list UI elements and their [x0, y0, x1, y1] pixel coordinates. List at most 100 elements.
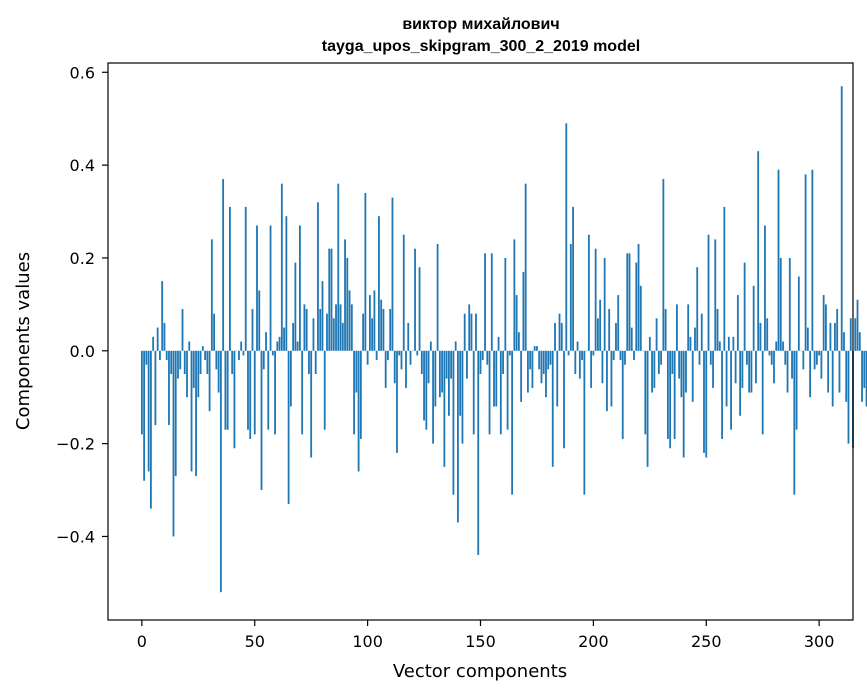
bar-49 [251, 309, 254, 351]
bar-253 [712, 350, 714, 388]
bar-205 [603, 257, 606, 351]
bar-25 [197, 350, 200, 398]
bar-31 [210, 239, 213, 351]
bar-298 [813, 350, 816, 370]
bar-207 [608, 309, 611, 351]
bar-67 [292, 322, 295, 351]
bar-192 [574, 350, 577, 374]
bar-216 [628, 253, 631, 351]
bar-95 [355, 350, 358, 393]
bar-196 [583, 350, 586, 495]
bar-190 [569, 244, 572, 351]
bar-137 [450, 350, 453, 379]
bar-80 [321, 281, 324, 351]
bar-65 [287, 350, 290, 504]
bar-300 [818, 350, 821, 356]
bar-150 [479, 350, 482, 374]
bar-308 [836, 309, 839, 351]
bar-106 [380, 299, 383, 351]
bar-294 [804, 174, 807, 351]
bar-170 [524, 183, 527, 351]
bar-262 [732, 336, 735, 351]
bar-113 [396, 350, 398, 453]
bar-285 [784, 350, 787, 365]
bar-211 [617, 295, 620, 351]
bar-245 [694, 327, 696, 351]
bar-112 [393, 350, 396, 384]
y-tick-label: 0.0 [70, 342, 95, 361]
bar-257 [721, 350, 723, 439]
bar-318 [858, 332, 861, 351]
bar-307 [834, 322, 836, 351]
bar-186 [560, 322, 563, 351]
bar-series [140, 86, 867, 593]
bar-151 [481, 350, 484, 361]
bar-153 [486, 350, 489, 365]
bar-208 [610, 350, 613, 407]
bar-304 [827, 350, 830, 393]
bar-32 [213, 313, 216, 351]
bar-69 [296, 341, 299, 351]
bar-270 [750, 350, 753, 393]
bar-24 [195, 350, 197, 477]
bar-187 [563, 350, 565, 449]
bar-252 [709, 350, 712, 365]
bar-147 [472, 350, 475, 435]
bar-248 [700, 313, 703, 351]
y-axis-label: Components values [13, 252, 34, 430]
bar-220 [637, 244, 640, 351]
bar-233 [666, 350, 669, 439]
bar-231 [662, 179, 665, 351]
bar-15 [174, 350, 177, 477]
bar-22 [190, 350, 193, 472]
bar-103 [373, 290, 376, 351]
bar-236 [673, 350, 676, 439]
bar-16 [177, 350, 179, 379]
bar-17 [179, 350, 182, 370]
bar-57 [269, 225, 272, 351]
bar-289 [793, 350, 796, 495]
bar-305 [829, 322, 832, 351]
bar-179 [545, 350, 547, 398]
bar-123 [418, 267, 421, 351]
bar-33 [215, 350, 218, 370]
bar-13 [170, 350, 173, 374]
bar-199 [590, 350, 593, 388]
bar-129 [432, 350, 434, 444]
bar-20 [186, 350, 188, 398]
bar-92 [348, 290, 351, 351]
bar-87 [337, 183, 340, 351]
x-tick-label: 0 [137, 632, 147, 651]
bar-188 [565, 123, 568, 351]
bar-37 [224, 350, 227, 430]
bar-255 [716, 309, 719, 351]
bar-249 [703, 350, 705, 453]
bar-206 [606, 350, 608, 412]
bar-230 [660, 350, 663, 365]
bar-210 [615, 322, 617, 351]
bar-155 [490, 253, 493, 351]
bar-128 [429, 341, 432, 351]
x-tick-label: 300 [804, 632, 835, 651]
bar-27 [201, 346, 204, 351]
y-tick-label: 0.4 [70, 156, 95, 175]
bar-41 [233, 350, 236, 449]
bar-60 [276, 341, 279, 351]
bar-100 [366, 350, 369, 365]
bar-183 [554, 322, 556, 351]
bar-274 [759, 322, 762, 351]
bar-12 [168, 350, 170, 426]
bar-215 [626, 253, 629, 351]
bar-169 [522, 271, 525, 351]
bar-96 [357, 350, 360, 472]
bar-271 [752, 285, 755, 351]
bar-282 [777, 169, 780, 351]
bar-39 [229, 206, 231, 351]
bar-173 [531, 350, 534, 388]
bar-133 [441, 350, 444, 393]
bar-229 [657, 350, 660, 374]
bar-288 [791, 350, 793, 379]
bar-224 [646, 350, 649, 467]
bar-221 [639, 285, 642, 351]
bar-201 [594, 248, 597, 351]
